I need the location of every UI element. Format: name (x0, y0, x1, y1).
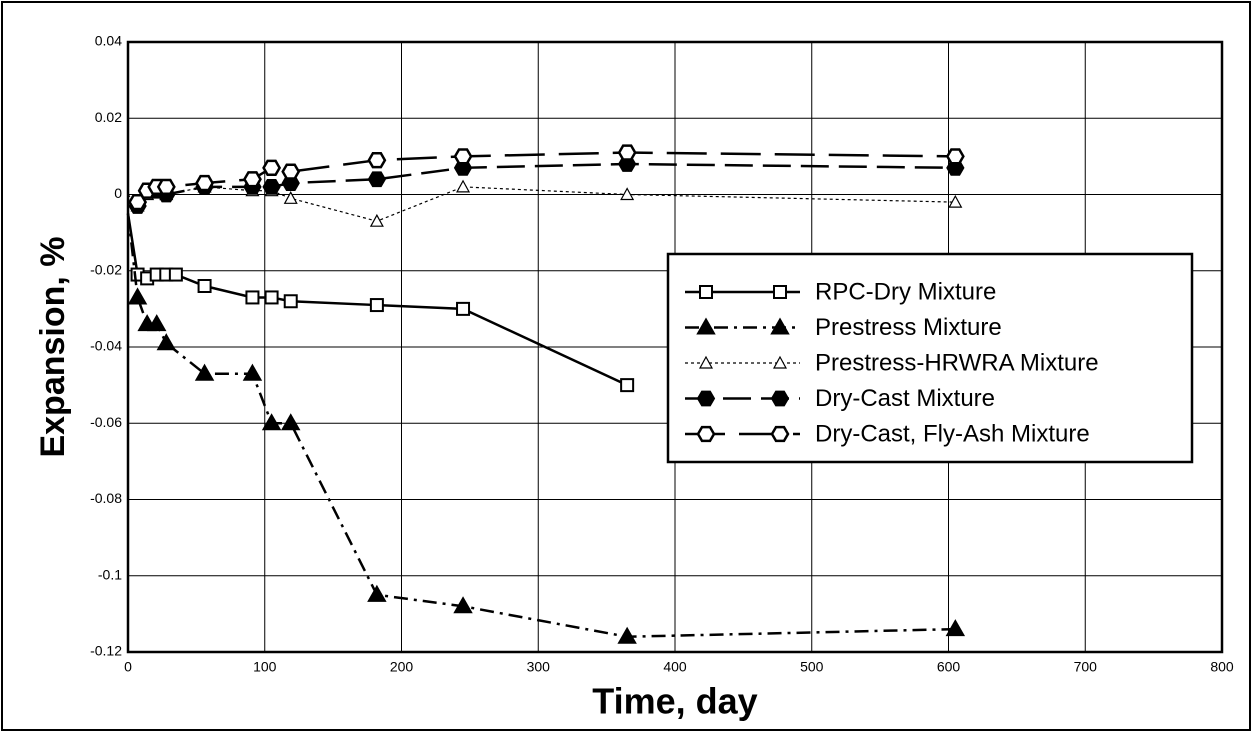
y-tick-label: 0.04 (95, 33, 122, 49)
marker (283, 191, 298, 204)
y-axis-label: Expansion, % (34, 236, 72, 457)
y-tick-label: -0.04 (90, 338, 122, 354)
marker (156, 178, 176, 196)
marker (617, 626, 637, 644)
x-tick-label: 300 (527, 659, 551, 675)
marker (195, 174, 215, 192)
marker (945, 619, 966, 637)
x-tick-label: 600 (937, 659, 961, 675)
legend-label: Prestress Mixture (815, 314, 1002, 341)
marker (156, 333, 177, 351)
marker (453, 596, 473, 614)
marker (146, 314, 167, 332)
x-tick-label: 800 (1210, 659, 1234, 675)
y-tick-label: 0.02 (95, 109, 122, 125)
marker (620, 187, 635, 201)
marker (262, 178, 281, 195)
marker (770, 425, 790, 443)
marker (261, 413, 282, 431)
marker (456, 179, 471, 193)
y-tick-label: -0.06 (90, 414, 122, 430)
marker (369, 298, 384, 313)
marker (281, 163, 301, 180)
legend-label: RPC-Dry Mixture (815, 278, 996, 305)
marker (127, 287, 148, 305)
marker (772, 355, 788, 369)
y-tick-label: 0 (114, 185, 122, 201)
marker (245, 290, 260, 305)
marker (283, 294, 298, 309)
marker (698, 355, 714, 369)
marker (262, 159, 282, 176)
x-tick-label: 0 (124, 659, 132, 675)
legend-label: Dry-Cast, Fly-Ash Mixture (815, 420, 1090, 447)
marker (696, 317, 716, 335)
marker (242, 171, 262, 188)
x-tick-label: 200 (390, 659, 414, 675)
legend: RPC-Dry Mixture Prestress Mixture Prestres… (666, 252, 1194, 464)
marker (620, 378, 635, 393)
marker (453, 148, 473, 165)
y-tick-label: -0.1 (98, 566, 122, 582)
y-tick-label: -0.12 (90, 643, 122, 659)
marker (699, 285, 713, 299)
marker (773, 285, 787, 299)
marker (696, 425, 716, 443)
marker (242, 363, 263, 381)
x-axis-label: Time, day (592, 681, 757, 722)
x-tick-label: 100 (253, 659, 277, 675)
marker (696, 390, 716, 407)
marker (264, 290, 279, 305)
legend-label: Dry-Cast Mixture (815, 385, 995, 412)
marker (617, 144, 637, 161)
marker (194, 363, 215, 381)
marker (945, 148, 965, 165)
x-tick-label: 700 (1074, 659, 1098, 675)
y-tick-label: -0.08 (90, 490, 122, 506)
marker (367, 171, 387, 188)
x-tick-label: 400 (663, 659, 687, 675)
marker (367, 584, 387, 602)
marker (168, 267, 183, 282)
legend-label: Prestress-HRWRA Mixture (815, 349, 1099, 376)
x-tick-label: 500 (800, 659, 824, 675)
marker (197, 279, 212, 293)
legend-box (666, 252, 1194, 464)
marker (948, 194, 963, 208)
y-tick-label: -0.02 (90, 261, 122, 277)
plot-frame (126, 40, 1224, 654)
marker (770, 317, 790, 335)
marker (367, 152, 387, 169)
marker (456, 301, 471, 316)
marker (770, 390, 790, 407)
marker (281, 413, 301, 431)
marker (369, 213, 384, 227)
